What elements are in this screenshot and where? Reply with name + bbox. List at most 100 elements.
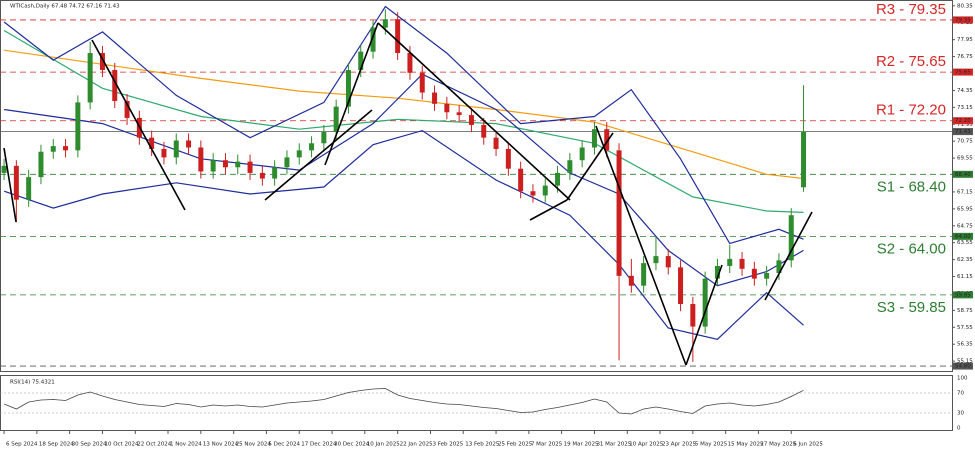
candle-body [345, 69, 351, 107]
x-tick-label: 31 Mar 2025 [596, 442, 631, 448]
candle-body [653, 256, 659, 264]
candle-body [518, 168, 524, 192]
x-tick-label: 17 Dec 2024 [301, 442, 337, 448]
candle-body [1, 165, 7, 173]
candle-body [112, 69, 118, 101]
level-box [953, 68, 973, 76]
candle-body [604, 129, 610, 151]
level-annotation: S1 - 68.40 [877, 178, 946, 195]
rsi-title: RSI(14) 75.4321 [10, 380, 55, 386]
trendline [91, 39, 186, 211]
y-tick-label: 64.75 [957, 223, 973, 229]
candle-body [198, 147, 204, 172]
candle-body [665, 256, 671, 268]
candle-body [678, 267, 684, 305]
x-tick-label: 6 Sep 2024 [6, 442, 38, 448]
x-tick-label: 5 Dec 2024 [268, 442, 300, 448]
candle-body [99, 53, 105, 70]
candle-body [124, 100, 130, 118]
x-tick-label: 18 Sep 2024 [39, 442, 74, 448]
candle-body [284, 157, 290, 168]
candle-body [579, 147, 585, 161]
candle-body [493, 137, 499, 149]
y-tick-label: 55.15 [957, 359, 973, 365]
trendline [324, 22, 379, 166]
candle-body [788, 215, 794, 261]
candle-body [235, 161, 241, 168]
level-box-label: 64.00 [955, 234, 971, 240]
candle-body [87, 53, 93, 103]
price-panel [0, 0, 953, 372]
level-box-label: 54.80 [955, 364, 971, 370]
y-tick-label: 57.55 [957, 325, 973, 331]
candle-body [764, 273, 770, 279]
candle-body [616, 150, 622, 276]
level-box-label: 71.43 [955, 129, 971, 135]
candle-body [628, 275, 634, 286]
indicator-line [3, 29, 804, 213]
trendline [377, 22, 571, 201]
candle-body [641, 263, 647, 286]
candle-body [149, 137, 155, 149]
candle-body [247, 161, 253, 173]
x-tick-label: 25 Nov 2024 [236, 442, 272, 448]
candle-body [382, 19, 388, 28]
level-annotation: S3 - 59.85 [877, 299, 946, 316]
candle-body [75, 102, 81, 151]
level-box [953, 170, 973, 178]
y-tick-label: 77.95 [957, 37, 973, 43]
candle-body [591, 129, 597, 148]
candle-body [530, 191, 536, 196]
candle-body [714, 265, 720, 279]
candle-body [776, 260, 782, 274]
x-tick-label: 10 Jan 2025 [367, 442, 400, 448]
rsi-panel [0, 375, 953, 431]
trendline [529, 199, 568, 221]
y-tick-label: 58.75 [957, 308, 973, 314]
level-box-label: 79.35 [955, 17, 971, 23]
candle-body [222, 160, 228, 168]
level-box [953, 16, 973, 24]
level-box [953, 117, 973, 125]
level-box [953, 232, 973, 240]
candle-body [333, 106, 339, 133]
candle-body [321, 132, 327, 144]
trendline [595, 125, 687, 366]
y-tick-label: 61.15 [957, 274, 973, 280]
rsi-tick-label: 70 [957, 391, 964, 397]
level-box [953, 362, 973, 370]
candle-body [38, 151, 44, 178]
indicator-line [3, 129, 804, 340]
y-tick-label: 70.75 [957, 139, 973, 145]
level-annotation: S2 - 64.00 [877, 240, 946, 257]
candle-body [358, 51, 364, 70]
y-tick-label: 62.35 [957, 257, 973, 263]
trendline [264, 109, 373, 201]
rsi-tick-label: 100 [957, 376, 968, 382]
level-box-label: 72.20 [955, 118, 971, 124]
x-tick-label: 10 Oct 2024 [104, 442, 139, 448]
level-box [953, 128, 973, 136]
candle-body [801, 131, 807, 188]
y-tick-label: 69.55 [957, 156, 973, 162]
candle-body [370, 27, 376, 52]
y-tick-label: 56.35 [957, 342, 973, 348]
x-tick-label: 27 May 2025 [760, 442, 796, 448]
candle-body [542, 185, 548, 196]
candle-body [739, 258, 745, 269]
candle-body [50, 146, 56, 152]
level-annotation: R1 - 72.20 [876, 102, 946, 119]
x-tick-label: 10 Apr 2025 [629, 442, 664, 448]
candle-body [690, 304, 696, 327]
x-tick-label: 7 Mar 2025 [531, 442, 563, 448]
trendline [685, 264, 723, 366]
candle-body [395, 19, 401, 54]
level-box-label: 59.85 [955, 292, 971, 298]
candle-body [555, 172, 561, 186]
x-tick-label: 6 Jun 2025 [793, 442, 823, 448]
rsi-line [3, 388, 804, 415]
y-tick-label: 80.35 [957, 3, 973, 9]
candle-body [210, 160, 216, 172]
